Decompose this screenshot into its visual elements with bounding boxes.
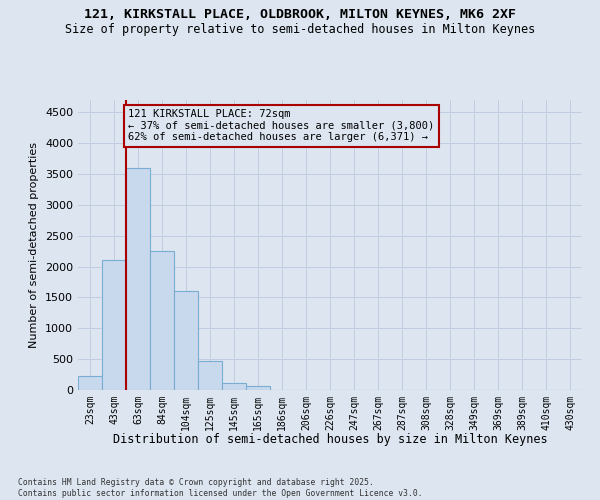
Bar xyxy=(102,260,126,390)
Text: Distribution of semi-detached houses by size in Milton Keynes: Distribution of semi-detached houses by … xyxy=(113,432,547,446)
Text: Size of property relative to semi-detached houses in Milton Keynes: Size of property relative to semi-detach… xyxy=(65,22,535,36)
Text: 121 KIRKSTALL PLACE: 72sqm
← 37% of semi-detached houses are smaller (3,800)
62%: 121 KIRKSTALL PLACE: 72sqm ← 37% of semi… xyxy=(128,110,434,142)
Bar xyxy=(246,386,270,390)
Bar xyxy=(198,361,222,390)
Bar xyxy=(150,251,174,390)
Text: Contains HM Land Registry data © Crown copyright and database right 2025.
Contai: Contains HM Land Registry data © Crown c… xyxy=(18,478,422,498)
Text: 121, KIRKSTALL PLACE, OLDBROOK, MILTON KEYNES, MK6 2XF: 121, KIRKSTALL PLACE, OLDBROOK, MILTON K… xyxy=(84,8,516,20)
Bar xyxy=(174,292,198,390)
Y-axis label: Number of semi-detached properties: Number of semi-detached properties xyxy=(29,142,40,348)
Bar xyxy=(222,383,246,390)
Bar xyxy=(126,168,150,390)
Bar xyxy=(78,376,102,390)
